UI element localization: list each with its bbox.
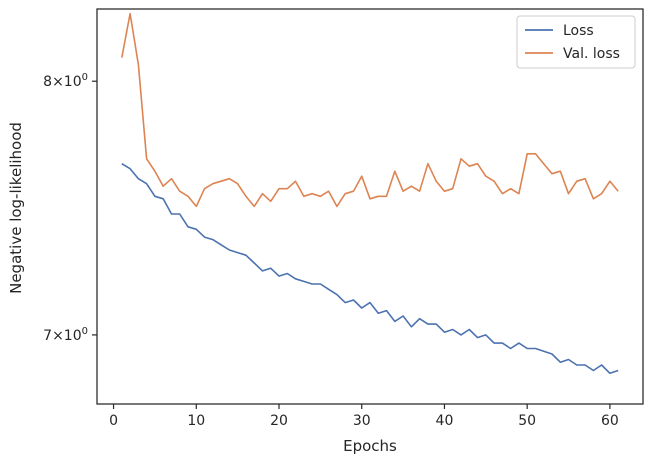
y-tick-label: 8×100 [43, 72, 88, 90]
y-axis: 7×100 8×100 [43, 72, 97, 344]
series-layer [121, 12, 619, 375]
series-line-2 [121, 12, 619, 208]
x-tick-label: 60 [601, 413, 619, 429]
x-tick-label: 10 [187, 413, 205, 429]
x-axis-label: Epochs [343, 437, 397, 455]
legend: Loss Val. loss [516, 15, 636, 69]
legend-label: Loss [563, 23, 594, 39]
y-axis-label: Negative log-likelihood [7, 122, 25, 294]
series-line-1 [121, 163, 619, 375]
x-axis: 0 10 20 30 40 50 60 [109, 404, 619, 429]
x-tick-label: 30 [353, 413, 371, 429]
plot-frame [96, 8, 644, 405]
legend-box [516, 15, 636, 69]
y-tick-label: 7×100 [43, 326, 88, 344]
x-tick-label: 20 [270, 413, 288, 429]
x-tick-label: 0 [109, 413, 118, 429]
x-tick-label: 40 [436, 413, 454, 429]
legend-label: Val. loss [563, 46, 620, 62]
x-tick-label: 50 [518, 413, 536, 429]
